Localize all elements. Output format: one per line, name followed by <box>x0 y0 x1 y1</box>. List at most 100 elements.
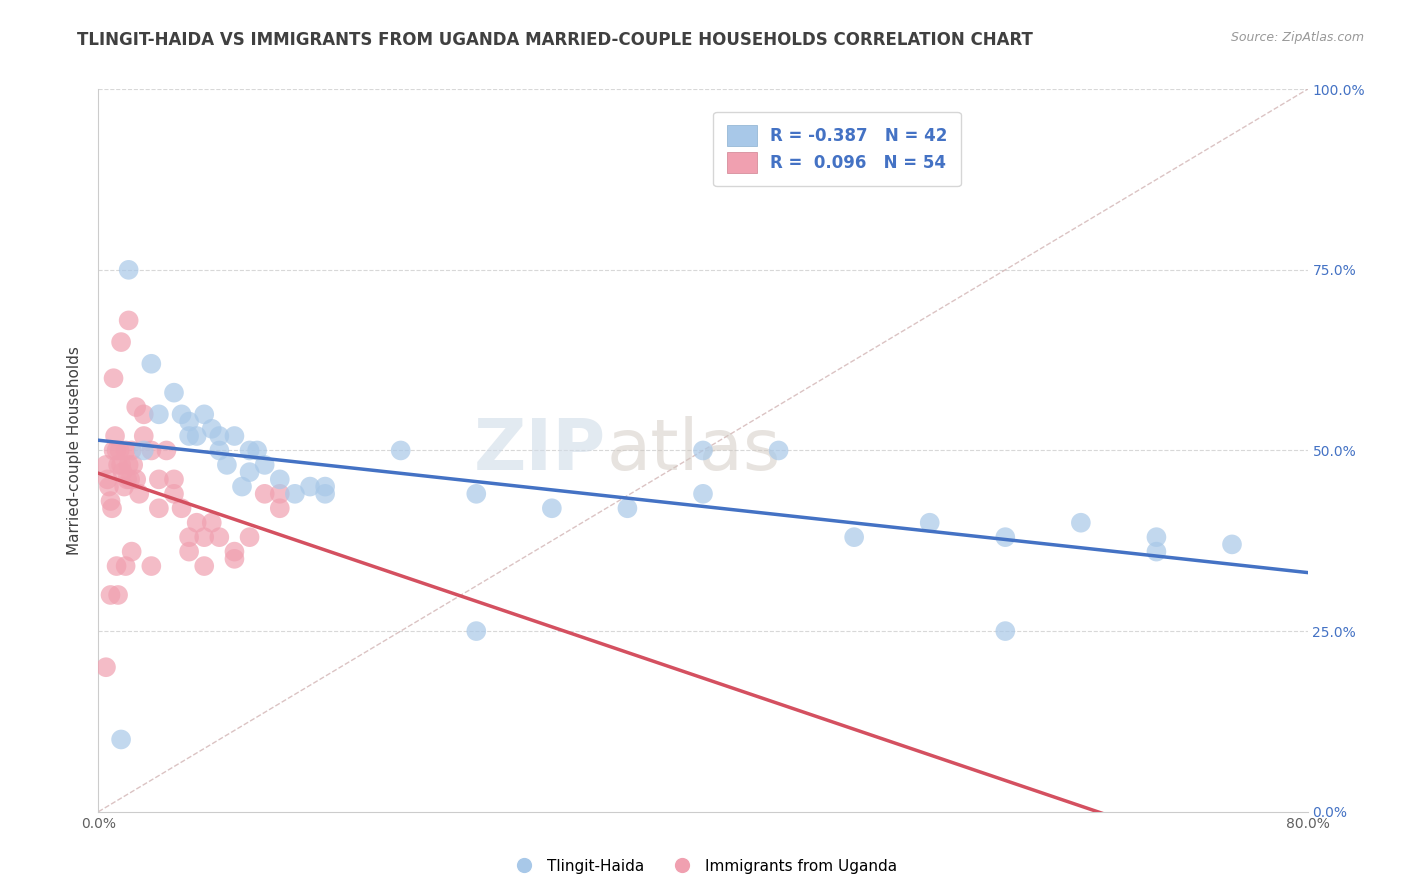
Point <box>103 371 125 385</box>
Point <box>314 480 336 494</box>
Point <box>616 501 638 516</box>
Point <box>96 472 118 486</box>
Point <box>122 458 145 472</box>
Point <box>299 480 322 494</box>
Point <box>118 262 141 277</box>
Point <box>163 472 186 486</box>
Point <box>104 429 127 443</box>
Point <box>98 480 121 494</box>
Point <box>239 530 262 544</box>
Point <box>107 458 129 472</box>
Point <box>193 559 215 574</box>
Point <box>132 429 155 443</box>
Point <box>201 422 224 436</box>
Point <box>768 443 790 458</box>
Point <box>132 443 155 458</box>
Point <box>101 501 124 516</box>
Point <box>121 443 143 458</box>
Point <box>100 588 122 602</box>
Point <box>239 465 262 479</box>
Legend: Tlingit-Haida, Immigrants from Uganda: Tlingit-Haida, Immigrants from Uganda <box>502 853 904 880</box>
Point <box>246 443 269 458</box>
Point <box>540 501 562 516</box>
Point <box>1070 516 1092 530</box>
Point <box>148 407 170 421</box>
Point <box>105 443 128 458</box>
Point <box>155 443 177 458</box>
Text: atlas: atlas <box>606 416 780 485</box>
Point <box>115 472 138 486</box>
Point <box>269 501 291 516</box>
Point <box>163 487 186 501</box>
Point <box>314 487 336 501</box>
Point <box>100 494 122 508</box>
Point <box>120 472 142 486</box>
Point <box>163 385 186 400</box>
Point <box>269 487 291 501</box>
Point <box>918 516 941 530</box>
Point <box>253 458 276 472</box>
Point <box>844 530 866 544</box>
Point <box>239 443 262 458</box>
Point <box>118 313 141 327</box>
Text: Source: ZipAtlas.com: Source: ZipAtlas.com <box>1230 31 1364 45</box>
Point <box>125 472 148 486</box>
Point <box>114 559 136 574</box>
Point <box>170 501 193 516</box>
Text: TLINGIT-HAIDA VS IMMIGRANTS FROM UGANDA MARRIED-COUPLE HOUSEHOLDS CORRELATION CH: TLINGIT-HAIDA VS IMMIGRANTS FROM UGANDA … <box>77 31 1033 49</box>
Point <box>179 429 201 443</box>
Point <box>284 487 307 501</box>
Point <box>170 407 193 421</box>
Point <box>94 458 117 472</box>
Point <box>692 487 714 501</box>
Point <box>186 429 208 443</box>
Point <box>389 443 412 458</box>
Point <box>193 530 215 544</box>
Point <box>179 415 201 429</box>
Point <box>179 530 201 544</box>
Y-axis label: Married-couple Households: Married-couple Households <box>67 346 83 555</box>
Point <box>465 487 488 501</box>
Point <box>201 516 224 530</box>
Point <box>994 530 1017 544</box>
Point <box>208 429 231 443</box>
Point <box>141 559 163 574</box>
Point <box>110 732 132 747</box>
Point <box>208 530 231 544</box>
Point <box>224 429 246 443</box>
Text: ZIP: ZIP <box>474 416 606 485</box>
Point <box>110 458 132 472</box>
Point <box>231 480 253 494</box>
Point <box>215 458 238 472</box>
Point <box>253 487 276 501</box>
Point <box>128 487 150 501</box>
Point <box>994 624 1017 639</box>
Point <box>114 443 136 458</box>
Point <box>186 516 208 530</box>
Point <box>108 443 131 458</box>
Point <box>692 443 714 458</box>
Legend: R = -0.387   N = 42, R =  0.096   N = 54: R = -0.387 N = 42, R = 0.096 N = 54 <box>713 112 960 186</box>
Point <box>132 407 155 421</box>
Point <box>141 357 163 371</box>
Point <box>110 334 132 349</box>
Point <box>179 544 201 558</box>
Point <box>148 472 170 486</box>
Point <box>465 624 488 639</box>
Point <box>193 407 215 421</box>
Point <box>125 400 148 414</box>
Point <box>208 443 231 458</box>
Point <box>1146 544 1168 558</box>
Point <box>224 544 246 558</box>
Point <box>1146 530 1168 544</box>
Point <box>121 544 143 558</box>
Point <box>112 480 135 494</box>
Point <box>1220 537 1243 551</box>
Point <box>141 443 163 458</box>
Point <box>105 559 128 574</box>
Point <box>103 443 125 458</box>
Point <box>94 660 117 674</box>
Point <box>118 458 141 472</box>
Point <box>111 465 134 479</box>
Point <box>224 551 246 566</box>
